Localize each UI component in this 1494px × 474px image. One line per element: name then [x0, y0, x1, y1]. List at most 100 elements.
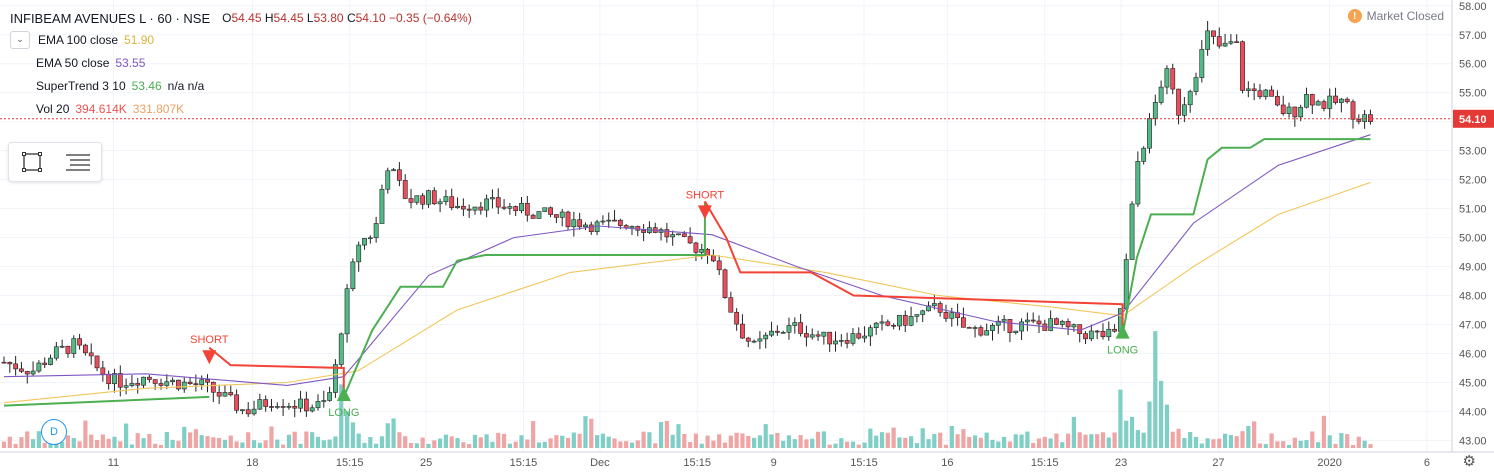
candle [606, 219, 612, 222]
short-arrow-icon [202, 350, 217, 365]
indicator-volume[interactable]: Vol 20 394.614K 331.807K [10, 97, 472, 120]
volume-bar [1164, 404, 1170, 448]
candle [1106, 328, 1112, 338]
gear-icon[interactable]: ⚙ [1462, 453, 1476, 470]
candle [809, 334, 815, 338]
volume-bar [583, 416, 588, 448]
candle [30, 370, 36, 375]
volume-bar [798, 435, 803, 448]
volume-bar [856, 444, 861, 448]
long-label: LONG [1107, 345, 1138, 357]
volume-bar [1345, 434, 1350, 448]
volume-bar [548, 438, 553, 448]
candle [705, 249, 710, 256]
candle [472, 206, 478, 211]
candle [385, 170, 391, 190]
candle [36, 362, 42, 372]
indicator-ema100[interactable]: ⌄ EMA 100 close 51.90 [10, 28, 472, 51]
rectangle-select-icon[interactable] [18, 148, 46, 176]
price-tick-label: 45.00 [1459, 377, 1487, 389]
price-tick-label: 46.00 [1459, 348, 1487, 360]
candle [77, 338, 82, 346]
volume-bar [996, 441, 1001, 448]
volume-bar [879, 432, 885, 448]
candle [164, 381, 170, 386]
volume-bar [1106, 437, 1111, 448]
candle [565, 211, 571, 228]
volume-bar [1042, 436, 1047, 448]
candle [117, 373, 123, 388]
candle [1356, 119, 1362, 122]
volume-bar [1141, 432, 1146, 448]
candle [7, 362, 13, 365]
chevron-down-icon[interactable]: ⌄ [10, 30, 30, 49]
candle [804, 333, 809, 338]
volume-bar [507, 443, 512, 448]
volume-bar [432, 440, 437, 448]
volume-bar [932, 433, 937, 448]
candle [257, 399, 263, 410]
volume-bar [781, 440, 786, 448]
candle [1059, 321, 1065, 325]
candle [478, 206, 484, 211]
volume-bar [1286, 444, 1292, 448]
volume-bar [978, 437, 983, 448]
candle [199, 379, 205, 386]
candle [1216, 36, 1222, 47]
indicator-value: 394.614K [75, 101, 127, 116]
volume-bar [1263, 444, 1268, 448]
candle [141, 376, 146, 386]
volume-bar [949, 425, 954, 448]
timeframe-badge[interactable]: D [41, 419, 67, 445]
candle [681, 233, 687, 237]
candle [978, 327, 984, 336]
volume-bar [827, 444, 832, 448]
volume-bar [943, 444, 949, 448]
candle [484, 198, 490, 211]
volume-bar [624, 441, 629, 448]
time-tick-label: 9 [771, 457, 777, 469]
volume-bar [1188, 431, 1193, 448]
volume-bar [1083, 434, 1088, 448]
price-tick-label: 57.00 [1459, 30, 1487, 42]
time-tick-label: Dec [590, 457, 610, 469]
volume-bar [30, 439, 36, 448]
indicator-ema50[interactable]: EMA 50 close 53.55 [10, 51, 472, 74]
candle [1141, 147, 1147, 162]
volume-bar [368, 437, 373, 448]
candle [530, 214, 536, 219]
volume-bar [1159, 380, 1164, 448]
volume-bar [315, 436, 321, 448]
volume-bar [89, 434, 94, 448]
candle [263, 399, 269, 407]
object-tree-icon[interactable] [64, 148, 92, 176]
candle [245, 409, 251, 415]
volume-bar [176, 440, 181, 448]
candle [146, 376, 152, 380]
candle [286, 405, 292, 408]
volume-bar [1327, 435, 1332, 448]
volume-bar [967, 436, 972, 448]
market-status-text: Market Closed [1366, 9, 1444, 23]
candle [740, 323, 745, 339]
indicator-name: EMA 50 close [36, 55, 110, 70]
volume-bar [1205, 438, 1210, 448]
candle [885, 321, 891, 326]
volume-bar [1304, 440, 1309, 448]
short-label: SHORT [686, 189, 725, 201]
market-status[interactable]: ! Market Closed [1347, 9, 1444, 23]
candle [891, 324, 897, 327]
volume-bar [804, 439, 809, 448]
candle [1048, 318, 1054, 331]
volume-bar [612, 438, 617, 448]
indicator-supertrend[interactable]: SuperTrend 3 10 53.46 n/a n/a [10, 74, 472, 97]
volume-bar [100, 434, 105, 448]
candle [193, 383, 199, 386]
symbol-header-row: INFIBEAM AVENUES L · 60 · NSE O54.45 H54… [10, 8, 472, 28]
candle [687, 236, 693, 244]
symbol-title[interactable]: INFIBEAM AVENUES L · 60 · NSE [10, 10, 211, 26]
candle [612, 219, 617, 222]
volume-bar [449, 436, 454, 448]
volume-bar [862, 442, 867, 448]
